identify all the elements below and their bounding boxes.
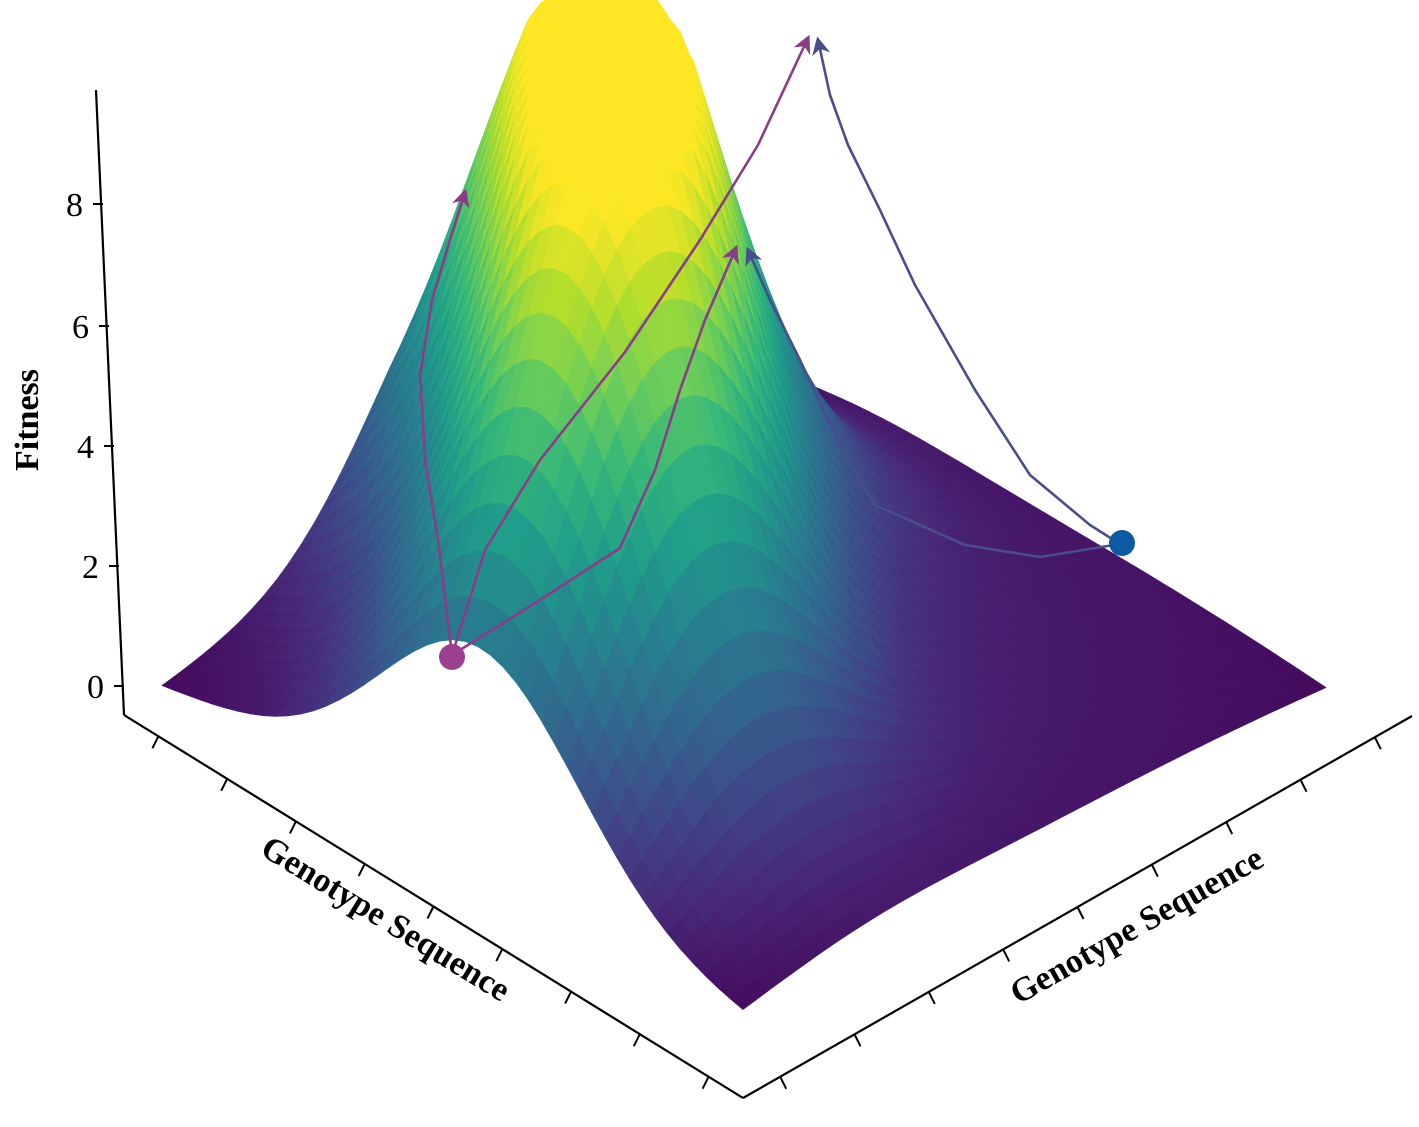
evolutionary-paths [418,34,1122,657]
x-axis-tick [357,863,366,877]
z-tick-label-0: 0 [87,669,104,706]
start-point-magenta [439,644,465,670]
fitness-surface [161,0,1327,1010]
path-start1-to-peak1 [450,34,811,657]
x-axis-tick [564,991,572,1005]
y-axis-tick [1002,948,1011,962]
x-axis-tick [426,906,435,919]
x-axis-tick [289,820,297,834]
x-axis-tick [220,778,229,792]
y-axis-tick [853,1033,862,1047]
z-tick-label-8: 8 [66,187,83,224]
x-axis-tick [632,1033,641,1047]
z-tick-label-4: 4 [77,429,94,466]
path-start1-to-peak2 [418,188,470,657]
x-axis-tick [495,948,504,962]
path-start1-to-peak3 [450,244,739,657]
y-axis-tick [1150,864,1159,878]
z-axis-title: Fitness [9,369,46,471]
x-axis-title: Genotype Sequence [255,829,517,1009]
y-axis-tick [1225,821,1234,835]
y-axis-tick [1373,736,1382,750]
path-start2-to-peak3 [745,246,1122,559]
surface-facet [729,988,757,1010]
z-tick-label-6: 6 [72,309,89,346]
start-point-blue [1109,530,1135,556]
z-axis: 0 2 4 6 8 Fitness [9,89,126,716]
x-axis-tick [151,735,160,749]
y-axis-tick [1076,906,1085,920]
z-tick-label-2: 2 [82,549,99,586]
path-start2-to-peak1 [812,36,1122,546]
y-axis-tick [779,1076,788,1090]
y-axis-tick [927,991,936,1005]
y-axis-tick [1299,779,1308,793]
x-axis-tick [701,1076,710,1090]
